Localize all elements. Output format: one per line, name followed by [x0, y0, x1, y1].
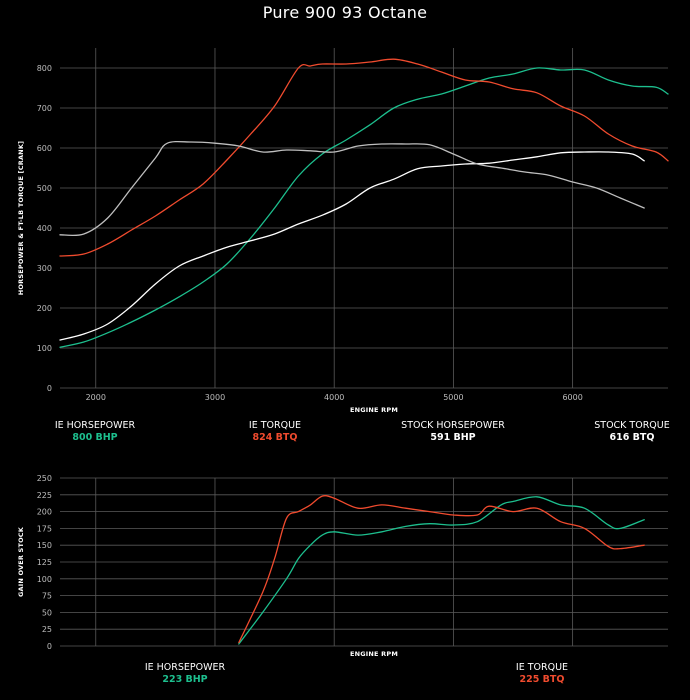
y-tick-label: 200 — [37, 508, 52, 517]
legend-value: 800 BHP — [72, 432, 118, 443]
y-tick-label: 150 — [37, 541, 52, 550]
x-axis-label: ENGINE RPM — [350, 650, 398, 658]
series-line-stock-horsepower — [59, 151, 645, 341]
series-line-stock-torque — [59, 140, 645, 237]
legend-value: 225 BTQ — [519, 674, 565, 685]
y-tick-label: 175 — [37, 524, 52, 533]
series-line-ie-horsepower — [59, 67, 669, 348]
y-tick-label: 800 — [37, 64, 52, 73]
y-tick-label: 600 — [37, 144, 52, 153]
legend-value: 591 BHP — [430, 432, 476, 443]
legend-ie-torque: IE TORQUE 824 BTQ — [220, 420, 330, 444]
top-plot: 0 100 200 300 400 500 600 700 800 2000 3000 4000 500… — [17, 48, 669, 414]
y-tick-label: 25 — [42, 625, 52, 634]
y-tick-label: 50 — [42, 608, 52, 617]
y-tick-label: 200 — [37, 304, 52, 313]
y-tick-label: 700 — [37, 104, 52, 113]
y-tick-label: 100 — [37, 344, 52, 353]
legend-label: IE HORSEPOWER — [144, 662, 226, 673]
legend-ie-horsepower: IE HORSEPOWER 800 BHP — [40, 420, 150, 444]
x-tick-label: 4000 — [324, 393, 344, 402]
y-tick-label: 400 — [37, 224, 52, 233]
legend-label: STOCK HORSEPOWER — [401, 420, 505, 431]
y-tick-label: 0 — [47, 642, 52, 651]
legend-value: 616 BTQ — [609, 432, 655, 443]
x-axis-label: ENGINE RPM — [350, 406, 398, 414]
legend-label: IE TORQUE — [515, 662, 569, 673]
y-axis-label: GAIN OVER STOCK — [17, 526, 25, 597]
legend-value: 223 BHP — [162, 674, 208, 685]
legend-gain-ie-horsepower: IE HORSEPOWER 223 BHP — [130, 662, 240, 686]
y-tick-label: 250 — [37, 474, 52, 483]
legend-value: 824 BTQ — [252, 432, 298, 443]
legend-gain-ie-torque: IE TORQUE 225 BTQ — [487, 662, 597, 686]
series-line-ie-torque — [238, 495, 645, 644]
y-tick-label: 75 — [42, 592, 52, 601]
y-tick-label: 100 — [37, 575, 52, 584]
y-tick-label: 125 — [37, 558, 52, 567]
legend-stock-torque: STOCK TORQUE 616 BTQ — [577, 420, 687, 444]
x-tick-label: 2000 — [86, 393, 106, 402]
legend-label: IE HORSEPOWER — [54, 420, 136, 431]
series-line-ie-torque — [59, 58, 669, 257]
y-axis-label: HORSEPOWER & FT-LB TORQUE [CRANK] — [17, 141, 25, 295]
x-tick-label: 3000 — [205, 393, 225, 402]
x-tick-label: 6000 — [562, 393, 582, 402]
y-tick-label: 300 — [37, 264, 52, 273]
chart-title: Pure 900 93 Octane — [262, 3, 428, 22]
y-tick-label: 500 — [37, 184, 52, 193]
series-line-ie-horsepower — [238, 496, 645, 645]
y-tick-label: 0 — [47, 384, 52, 393]
x-tick-label: 5000 — [443, 393, 463, 402]
bottom-plot: 0 25 50 75 100 125 150 175 200 225 250 ENGINE RPM GA… — [17, 474, 668, 658]
legend-stock-horsepower: STOCK HORSEPOWER 591 BHP — [393, 420, 513, 444]
y-tick-label: 225 — [37, 491, 52, 500]
legend-label: IE TORQUE — [248, 420, 302, 431]
legend-label: STOCK TORQUE — [594, 420, 670, 431]
